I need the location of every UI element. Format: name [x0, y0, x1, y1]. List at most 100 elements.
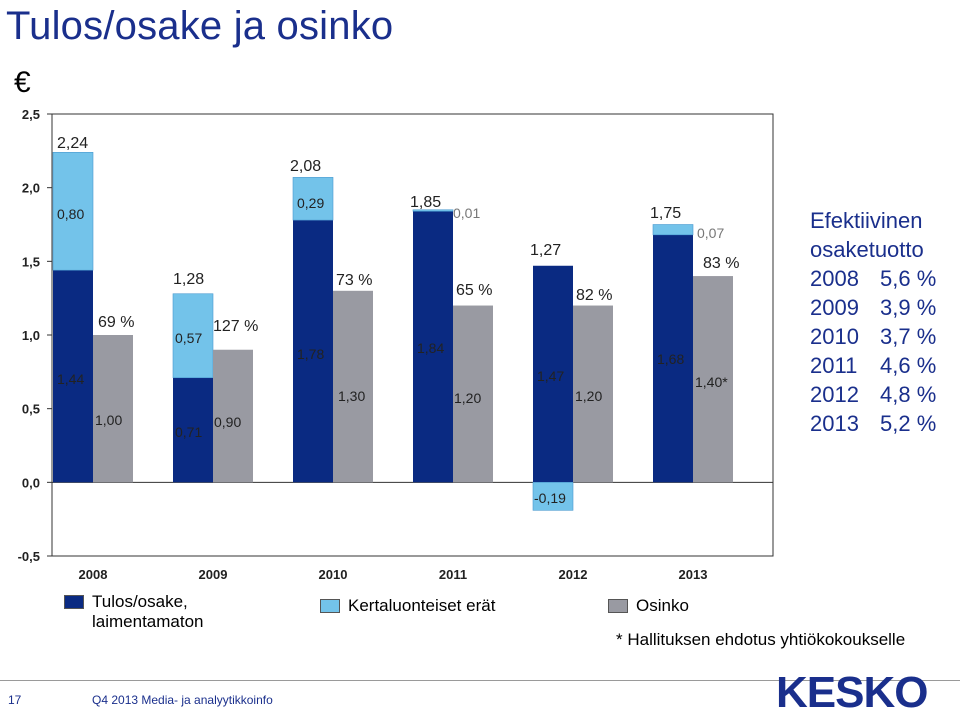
legend-label-line: Kertaluonteiset erät: [348, 596, 496, 615]
one-off-value-label: -0,19: [534, 490, 566, 506]
payout-ratio-label: 82 %: [576, 287, 612, 304]
total-value-label: 1,28: [173, 271, 204, 288]
one-off-value-label: 0,01: [453, 205, 480, 221]
y-tick-label: -0,5: [18, 549, 40, 564]
eps-value-label: 1,68: [657, 351, 684, 367]
yield-title: Efektiivinen osaketuotto: [810, 206, 936, 264]
eps-value-label: 1,44: [57, 371, 84, 387]
legend-item: Tulos/osake, laimentamaton: [64, 592, 204, 632]
payout-ratio-label: 83 %: [703, 255, 739, 272]
currency-label: €: [14, 66, 31, 99]
dividend-bar: [693, 276, 733, 483]
y-tick-label: 2,5: [22, 107, 40, 122]
x-tick-label: 2011: [439, 567, 467, 582]
footer-divider: [0, 680, 960, 681]
dividend-bar: [93, 335, 133, 483]
legend-swatch: [608, 599, 628, 613]
one-off-bar: [652, 224, 694, 236]
legend-item: Osinko: [608, 596, 689, 616]
one-off-bar: [172, 293, 214, 379]
footnote: * Hallituksen ehdotus yhtiökokoukselle: [616, 630, 906, 649]
slide-title: Tulos/osake ja osinko: [6, 4, 394, 48]
y-tick-label: 0,5: [22, 402, 40, 417]
x-tick-label: 2008: [79, 567, 108, 582]
legend-label-line: laimentamaton: [92, 612, 204, 631]
dividend-value-label: 1,20: [454, 390, 481, 406]
x-tick-label: 2010: [319, 567, 348, 582]
yield-value: 5,2 %: [880, 411, 937, 436]
legend-item: Kertaluonteiset erät: [320, 596, 495, 616]
footer-text: Q4 2013 Media- ja analyytikkoinfo: [92, 693, 273, 707]
dividend-bar: [333, 290, 373, 483]
legend-swatch: [64, 595, 84, 609]
yield-row: 2011 4,6 %: [810, 351, 936, 380]
eps-bar: [533, 265, 573, 483]
one-off-value-label: 0,07: [697, 225, 724, 241]
total-value-label: 1,27: [530, 242, 561, 259]
eps-bar: [413, 211, 453, 483]
yield-row: 2012 4,8 %: [810, 380, 936, 409]
effective-yield-box: Efektiivinen osaketuotto 2008 5,6 % 2009 3,9…: [810, 206, 936, 438]
eps-value-label: 0,71: [175, 424, 202, 440]
yield-title-line: osaketuotto: [810, 237, 924, 262]
dividend-value-label: 0,90: [214, 414, 241, 430]
payout-ratio-label: 65 %: [456, 282, 492, 299]
total-value-label: 2,08: [290, 158, 321, 175]
page-number: 17: [8, 693, 22, 707]
total-value-label: 2,24: [57, 135, 88, 152]
dividend-value-label: 1,00: [95, 412, 122, 428]
legend-label-line: Osinko: [636, 596, 689, 615]
dividend-value-label: 1,20: [575, 388, 602, 404]
yield-year: 2009: [810, 295, 859, 320]
svg-text:KESKO: KESKO: [776, 671, 927, 713]
legend-label: Kertaluonteiset erät: [348, 596, 495, 616]
legend-label: Tulos/osake, laimentamaton: [92, 592, 204, 632]
dividend-bar: [453, 305, 493, 483]
eps-value-label: 1,78: [297, 346, 324, 362]
one-off-bar: [532, 482, 574, 511]
payout-ratio-label: 69 %: [98, 314, 134, 331]
legend-swatch: [320, 599, 340, 613]
one-off-bar: [52, 152, 94, 271]
x-tick-label: 2012: [559, 567, 588, 582]
dividend-bar: [213, 349, 253, 483]
eps-value-label: 1,84: [417, 340, 444, 356]
yield-year: 2011: [810, 353, 858, 378]
yield-value: 3,9 %: [880, 295, 937, 320]
yield-row: 2013 5,2 %: [810, 409, 936, 438]
eps-bar: [293, 220, 333, 483]
yield-value: 5,6 %: [880, 266, 937, 291]
one-off-value-label: 0,57: [175, 330, 202, 346]
y-tick-label: 1,5: [22, 254, 40, 269]
x-tick-label: 2013: [679, 567, 708, 582]
one-off-bar: [412, 209, 454, 212]
yield-year: 2008: [810, 266, 859, 291]
y-tick-label: 1,0: [22, 328, 40, 343]
legend-label: Osinko: [636, 596, 689, 616]
legend-label-line: Tulos/osake,: [92, 592, 188, 611]
total-value-label: 1,75: [650, 205, 681, 222]
dividend-value-label: 1,30: [338, 388, 365, 404]
yield-value: 3,7 %: [880, 324, 937, 349]
eps-bar: [653, 234, 693, 483]
kesko-logo: KESKO: [776, 671, 928, 713]
eps-bar: [173, 377, 213, 483]
yield-row: 2008 5,6 %: [810, 264, 936, 293]
eps-bar: [53, 270, 93, 483]
yield-value: 4,8 %: [880, 382, 937, 407]
yield-year: 2010: [810, 324, 859, 349]
dividend-bar: [573, 305, 613, 483]
yield-row: 2010 3,7 %: [810, 322, 936, 351]
eps-value-label: 1,47: [537, 368, 564, 384]
payout-ratio-label: 127 %: [213, 318, 258, 335]
yield-value: 4,6 %: [880, 353, 937, 378]
payout-ratio-label: 73 %: [336, 272, 372, 289]
dividend-value-label: 1,40*: [695, 374, 728, 390]
y-tick-label: 0,0: [22, 475, 40, 490]
y-tick-label: 2,0: [22, 181, 40, 196]
yield-title-line: Efektiivinen: [810, 208, 923, 233]
one-off-value-label: 0,29: [297, 195, 324, 211]
yield-year: 2013: [810, 411, 859, 436]
yield-year: 2012: [810, 382, 859, 407]
x-tick-label: 2009: [199, 567, 228, 582]
